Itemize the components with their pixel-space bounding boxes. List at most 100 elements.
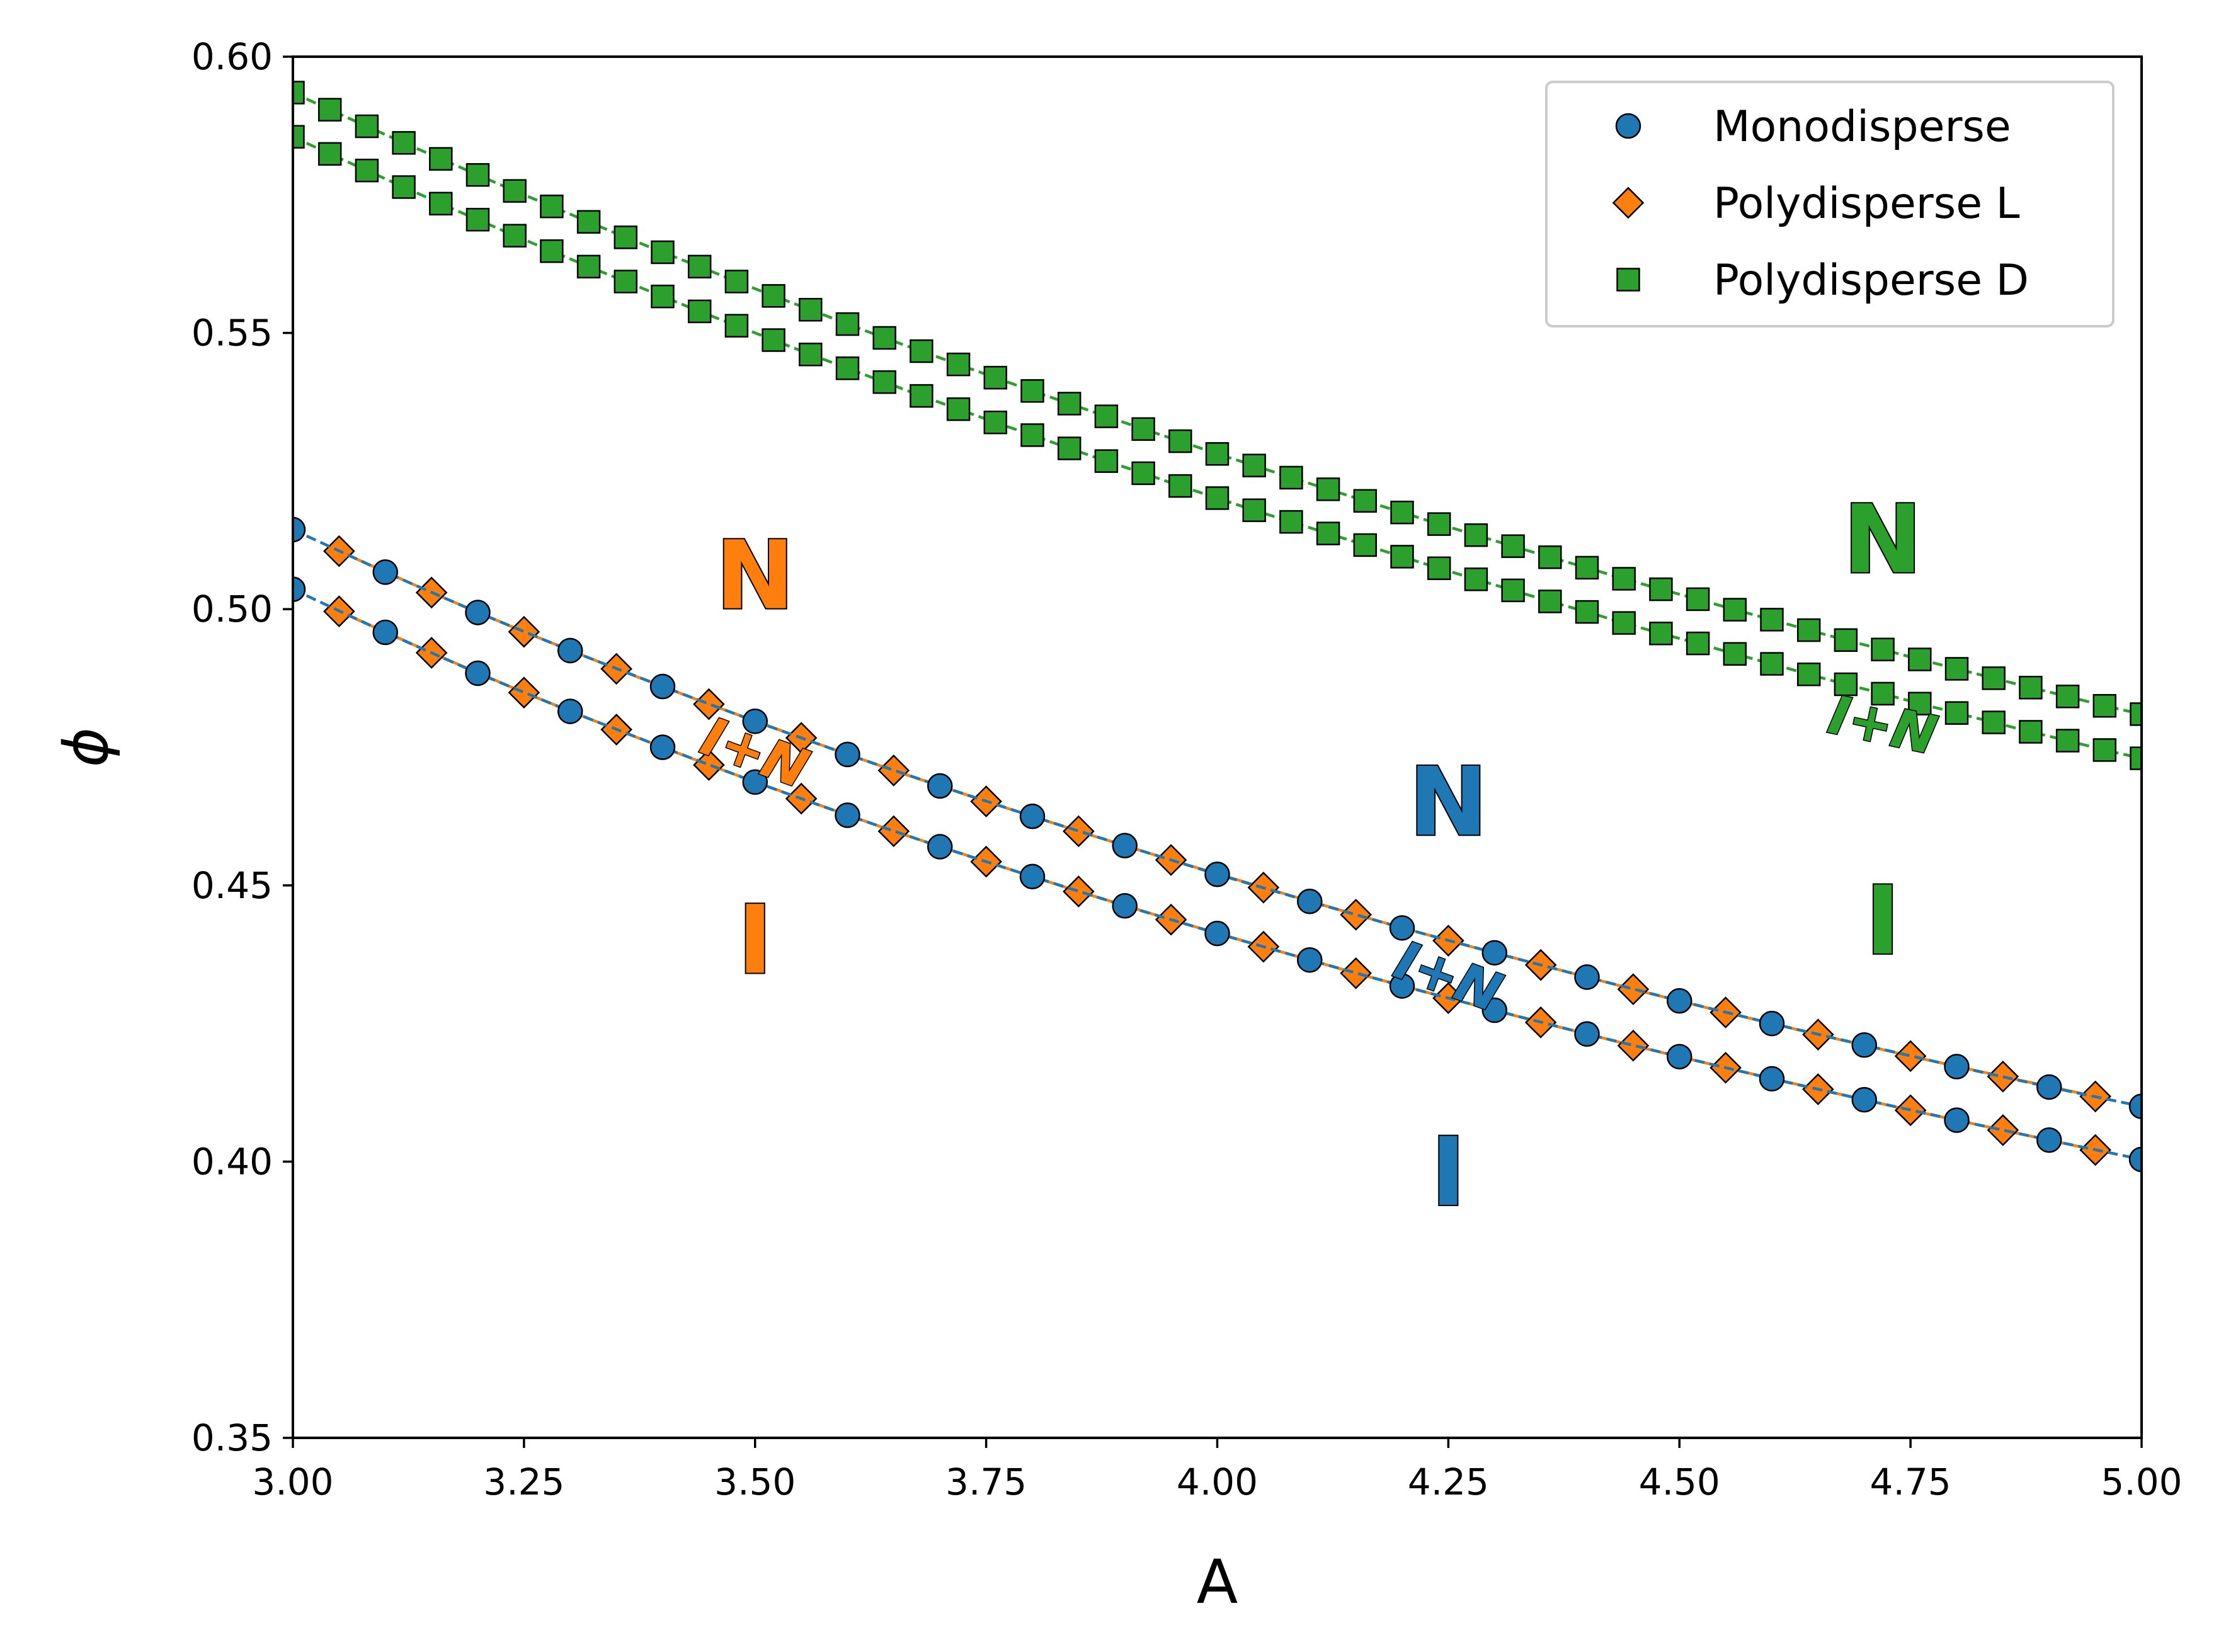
data-point bbox=[1340, 957, 1372, 989]
data-point bbox=[1575, 555, 1599, 580]
data-point bbox=[293, 81, 305, 105]
data-point bbox=[1760, 652, 1784, 676]
data-point bbox=[1390, 545, 1414, 569]
data-point bbox=[1427, 512, 1451, 536]
data-point bbox=[1723, 598, 1747, 622]
data-point bbox=[1944, 1054, 1970, 1079]
data-point bbox=[293, 516, 306, 543]
data-point bbox=[1501, 534, 1525, 558]
data-point bbox=[1982, 666, 2006, 690]
data-point bbox=[1759, 1066, 1785, 1092]
legend-label: Monodisperse bbox=[1713, 102, 2011, 152]
data-point bbox=[1894, 1040, 1927, 1073]
data-point bbox=[1242, 498, 1266, 522]
data-point bbox=[1649, 577, 1673, 601]
data-point bbox=[614, 270, 638, 293]
legend-label: Polydisperse L bbox=[1713, 179, 2020, 229]
phase-label-i: I bbox=[1430, 1118, 1466, 1228]
data-point bbox=[576, 210, 601, 234]
data-point bbox=[983, 365, 1008, 390]
data-point bbox=[614, 225, 638, 249]
data-point bbox=[1686, 587, 1710, 612]
data-point bbox=[872, 370, 896, 394]
data-point bbox=[651, 240, 675, 265]
data-point bbox=[762, 328, 785, 352]
data-point bbox=[1759, 1010, 1785, 1037]
data-point bbox=[742, 709, 768, 734]
data-point bbox=[1851, 1032, 1877, 1058]
data-point bbox=[1464, 567, 1488, 591]
data-point bbox=[910, 384, 933, 408]
data-point bbox=[503, 224, 527, 248]
data-point bbox=[1834, 672, 1858, 697]
data-point bbox=[503, 179, 527, 203]
y-tick-label: 0.45 bbox=[191, 864, 273, 907]
data-point bbox=[465, 660, 491, 686]
data-point bbox=[1057, 392, 1082, 416]
phase-label-n: N bbox=[1843, 486, 1922, 595]
data-point bbox=[372, 619, 398, 646]
x-tick-label: 3.00 bbox=[252, 1461, 333, 1503]
data-point bbox=[1908, 692, 1932, 715]
data-point bbox=[465, 208, 490, 232]
data-point bbox=[1501, 578, 1525, 603]
data-point bbox=[1063, 815, 1095, 848]
data-point bbox=[1538, 545, 1562, 569]
data-point bbox=[1723, 642, 1747, 666]
data-point bbox=[508, 615, 540, 648]
data-point bbox=[1204, 862, 1230, 887]
x-tick-label: 3.25 bbox=[483, 1461, 564, 1503]
y-tick-label: 0.40 bbox=[191, 1140, 273, 1183]
data-point bbox=[835, 312, 860, 336]
data-point bbox=[317, 142, 342, 166]
data-point bbox=[1168, 474, 1192, 498]
data-point bbox=[927, 834, 953, 860]
legend: Monodisperse Polydisperse L Polydisperse D bbox=[1545, 81, 2115, 328]
series-polydisperse-d bbox=[293, 81, 2142, 770]
data-point bbox=[540, 239, 564, 263]
y-tick-label: 0.35 bbox=[191, 1416, 273, 1459]
data-point bbox=[946, 352, 971, 377]
data-point bbox=[983, 410, 1008, 435]
data-point bbox=[1353, 489, 1378, 513]
data-point bbox=[317, 98, 342, 122]
series-layer bbox=[293, 81, 2142, 1173]
x-tick-label: 4.50 bbox=[1639, 1461, 1720, 1503]
data-point bbox=[2130, 702, 2142, 726]
data-point bbox=[651, 284, 675, 309]
data-point bbox=[2092, 738, 2117, 762]
legend-marker-diamond bbox=[1612, 186, 1645, 219]
legend-box bbox=[1545, 81, 2115, 328]
data-point bbox=[2036, 1127, 2062, 1153]
data-point bbox=[835, 356, 860, 380]
data-point bbox=[2128, 1093, 2142, 1119]
data-point bbox=[392, 131, 416, 155]
data-point bbox=[1987, 1114, 2019, 1146]
data-point bbox=[1982, 710, 2006, 734]
x-tick-label: 4.00 bbox=[1177, 1461, 1258, 1503]
data-point bbox=[835, 802, 860, 828]
tick-layer: 3.00 3.25 3.50 3.75 4.00 4.25 4.50 4.75 5.00 0.35… bbox=[191, 35, 2183, 1503]
data-point bbox=[1427, 556, 1451, 581]
data-point bbox=[2019, 720, 2043, 744]
data-point bbox=[1575, 600, 1599, 624]
data-point bbox=[1057, 436, 1082, 460]
data-point bbox=[1612, 567, 1636, 591]
data-point bbox=[1316, 477, 1340, 501]
data-point bbox=[1834, 628, 1858, 652]
data-point bbox=[1340, 898, 1372, 931]
data-point bbox=[687, 299, 712, 324]
phase-label-i: I bbox=[1865, 867, 1900, 976]
x-tick-label: 4.75 bbox=[1870, 1461, 1951, 1503]
data-point bbox=[557, 698, 583, 724]
data-point bbox=[1944, 701, 1969, 725]
data-point bbox=[1574, 964, 1600, 990]
data-point bbox=[540, 194, 564, 219]
y-axis-title: ϕ bbox=[51, 727, 122, 767]
data-point bbox=[835, 741, 860, 768]
data-point bbox=[799, 343, 823, 367]
data-point bbox=[293, 125, 305, 149]
series-monodisperse bbox=[293, 516, 2142, 1173]
data-point bbox=[1760, 608, 1784, 632]
